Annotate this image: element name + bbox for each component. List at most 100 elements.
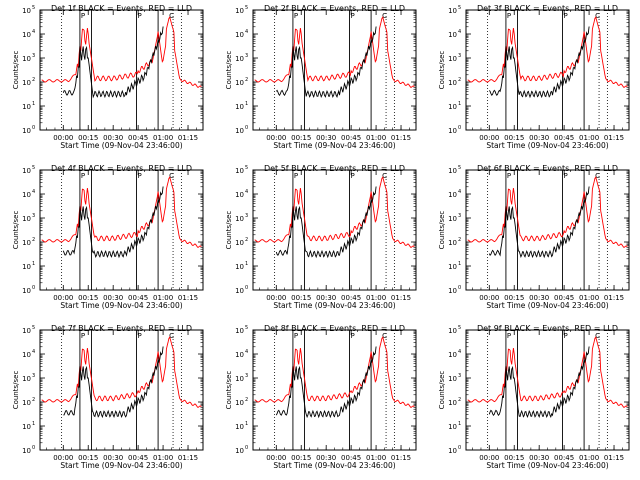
- y-tick-label: 10: [22, 375, 31, 383]
- y-tick-exponent: 4: [32, 189, 35, 195]
- y-tick-exponent: 3: [458, 373, 461, 379]
- x-tick-label: 00:15: [78, 454, 98, 462]
- y-tick-exponent: 4: [458, 29, 461, 35]
- x-tick-label: 00:00: [266, 454, 286, 462]
- y-tick-label: 10: [22, 327, 31, 335]
- y-axis-label: Counts/sec: [12, 211, 20, 250]
- series-events-line: [275, 26, 377, 99]
- y-tick-label: 10: [22, 263, 31, 271]
- y-tick-exponent: 3: [32, 213, 35, 219]
- chart-panel-7f: Det 7f BLACK = Events, RED = LLD Counts/s…: [12, 324, 204, 470]
- y-tick-exponent: 1: [245, 421, 248, 427]
- time-marker-label: C: [595, 332, 600, 340]
- series-events-line: [488, 186, 590, 259]
- y-tick-label: 10: [22, 55, 31, 63]
- y-axis-label: Counts/sec: [225, 211, 233, 250]
- y-tick-exponent: 5: [245, 165, 248, 171]
- x-tick-label: 00:45: [341, 134, 361, 142]
- series-lld-line: [41, 176, 202, 248]
- y-tick-exponent: 4: [245, 29, 248, 35]
- y-tick-label: 10: [22, 191, 31, 199]
- y-tick-exponent: 3: [32, 373, 35, 379]
- time-marker-label: C: [595, 172, 600, 180]
- x-tick-label: 00:30: [103, 454, 123, 462]
- y-tick-label: 10: [448, 287, 457, 295]
- y-tick-label: 10: [448, 127, 457, 135]
- y-tick-label: 10: [235, 263, 244, 271]
- time-marker-label: P: [563, 172, 567, 180]
- time-marker-label: P: [507, 172, 511, 180]
- y-tick-label: 10: [448, 423, 457, 431]
- y-tick-exponent: 0: [32, 445, 35, 451]
- series-events-line: [275, 346, 377, 419]
- y-tick-label: 10: [448, 327, 457, 335]
- chart-panel-1f: Det 1f BLACK = Events, RED = LLD Counts/s…: [12, 4, 204, 150]
- y-tick-exponent: 1: [458, 101, 461, 107]
- series-lld-line: [467, 336, 628, 408]
- y-tick-exponent: 1: [32, 261, 35, 267]
- chart-panel-4f: Det 4f BLACK = Events, RED = LLD Counts/s…: [12, 164, 204, 310]
- y-tick-label: 10: [22, 399, 31, 407]
- y-tick-exponent: 2: [458, 77, 461, 83]
- series-lld-line: [41, 16, 202, 88]
- chart-panel-9f: Det 9f BLACK = Events, RED = LLD Counts/s…: [438, 324, 630, 470]
- time-marker-label: P: [350, 172, 354, 180]
- x-tick-label: 00:45: [128, 294, 148, 302]
- x-tick-label: 01:15: [604, 134, 624, 142]
- y-tick-label: 10: [22, 447, 31, 455]
- y-tick-exponent: 4: [32, 349, 35, 355]
- x-axis-label: Start Time (09-Nov-04 23:46:00): [486, 141, 608, 150]
- x-tick-label: 00:15: [504, 134, 524, 142]
- x-tick-label: 00:15: [504, 454, 524, 462]
- y-tick-exponent: 2: [245, 397, 248, 403]
- chart-panel-3f: Det 3f BLACK = Events, RED = LLD Counts/s…: [438, 4, 630, 150]
- x-tick-label: 00:30: [103, 294, 123, 302]
- series-events-line: [488, 346, 590, 419]
- y-axis-label: Counts/sec: [225, 51, 233, 90]
- y-tick-exponent: 0: [458, 285, 461, 291]
- x-tick-label: 00:45: [554, 134, 574, 142]
- chart-panel-5f: Det 5f BLACK = Events, RED = LLD Counts/s…: [225, 164, 417, 310]
- y-tick-label: 10: [235, 287, 244, 295]
- panel-title: Det 8f BLACK = Events, RED = LLD: [264, 324, 405, 333]
- series-events-line: [63, 346, 164, 419]
- y-tick-label: 10: [22, 31, 31, 39]
- y-tick-exponent: 2: [458, 237, 461, 243]
- y-tick-label: 10: [448, 375, 457, 383]
- panel-title: Det 5f BLACK = Events, RED = LLD: [264, 164, 405, 173]
- y-tick-exponent: 3: [245, 53, 248, 59]
- y-tick-exponent: 2: [458, 397, 461, 403]
- x-tick-label: 00:30: [103, 134, 123, 142]
- y-tick-label: 10: [235, 55, 244, 63]
- x-tick-label: 00:00: [266, 134, 286, 142]
- chart-panel-6f: Det 6f BLACK = Events, RED = LLD Counts/s…: [438, 164, 630, 310]
- x-tick-label: 00:15: [291, 134, 311, 142]
- y-tick-label: 10: [235, 31, 244, 39]
- x-tick-label: 00:15: [78, 294, 98, 302]
- y-tick-exponent: 3: [245, 373, 248, 379]
- y-tick-label: 10: [235, 103, 244, 111]
- y-tick-exponent: 5: [458, 325, 461, 331]
- x-tick-label: 00:30: [316, 134, 336, 142]
- y-tick-label: 10: [448, 215, 457, 223]
- y-tick-label: 10: [235, 7, 244, 15]
- x-tick-label: 00:00: [479, 454, 499, 462]
- y-tick-label: 10: [22, 423, 31, 431]
- x-axis-label: Start Time (09-Nov-04 23:46:00): [60, 141, 182, 150]
- time-marker-label: P: [507, 12, 511, 20]
- panel-title: Det 6f BLACK = Events, RED = LLD: [477, 164, 618, 173]
- x-tick-label: 00:45: [554, 294, 574, 302]
- x-tick-label: 01:15: [178, 454, 198, 462]
- y-tick-label: 10: [448, 239, 457, 247]
- y-tick-label: 10: [448, 31, 457, 39]
- y-axis-label: Counts/sec: [438, 371, 446, 410]
- y-tick-exponent: 0: [458, 445, 461, 451]
- x-tick-label: 00:45: [128, 134, 148, 142]
- y-tick-exponent: 0: [32, 125, 35, 131]
- y-tick-label: 10: [448, 399, 457, 407]
- time-marker-label: P: [294, 172, 298, 180]
- y-tick-label: 10: [22, 351, 31, 359]
- time-marker-label: P: [81, 332, 85, 340]
- x-tick-label: 01:15: [391, 134, 411, 142]
- series-events-line: [275, 186, 377, 259]
